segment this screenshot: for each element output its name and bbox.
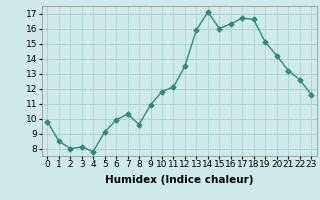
X-axis label: Humidex (Indice chaleur): Humidex (Indice chaleur)	[105, 175, 253, 185]
